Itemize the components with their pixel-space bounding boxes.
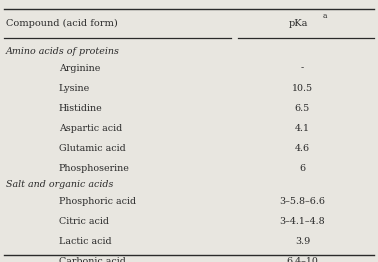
Text: Phosphoserine: Phosphoserine [59, 165, 129, 173]
Text: 4.1: 4.1 [295, 124, 310, 133]
Text: Carbonic acid: Carbonic acid [59, 258, 125, 262]
Text: Phosphoric acid: Phosphoric acid [59, 197, 136, 206]
Text: Salt and organic acids: Salt and organic acids [6, 180, 113, 189]
Text: 6: 6 [299, 165, 305, 173]
Text: 4.6: 4.6 [295, 144, 310, 153]
Text: Lactic acid: Lactic acid [59, 237, 111, 246]
Text: Lysine: Lysine [59, 84, 90, 93]
Text: a: a [322, 12, 327, 20]
Text: Histidine: Histidine [59, 104, 102, 113]
Text: 3.9: 3.9 [295, 237, 310, 246]
Text: 6.5: 6.5 [295, 104, 310, 113]
Text: 10.5: 10.5 [292, 84, 313, 93]
Text: Citric acid: Citric acid [59, 217, 108, 226]
Text: 3–5.8–6.6: 3–5.8–6.6 [279, 197, 325, 206]
Text: Arginine: Arginine [59, 64, 100, 73]
Text: 6.4–10: 6.4–10 [287, 258, 318, 262]
Text: 3–4.1–4.8: 3–4.1–4.8 [280, 217, 325, 226]
Text: pKa: pKa [289, 19, 308, 28]
Text: -: - [301, 64, 304, 73]
Text: Amino acids of proteins: Amino acids of proteins [6, 47, 119, 56]
Text: Aspartic acid: Aspartic acid [59, 124, 122, 133]
Text: Glutamic acid: Glutamic acid [59, 144, 125, 153]
Text: Compound (acid form): Compound (acid form) [6, 19, 118, 28]
